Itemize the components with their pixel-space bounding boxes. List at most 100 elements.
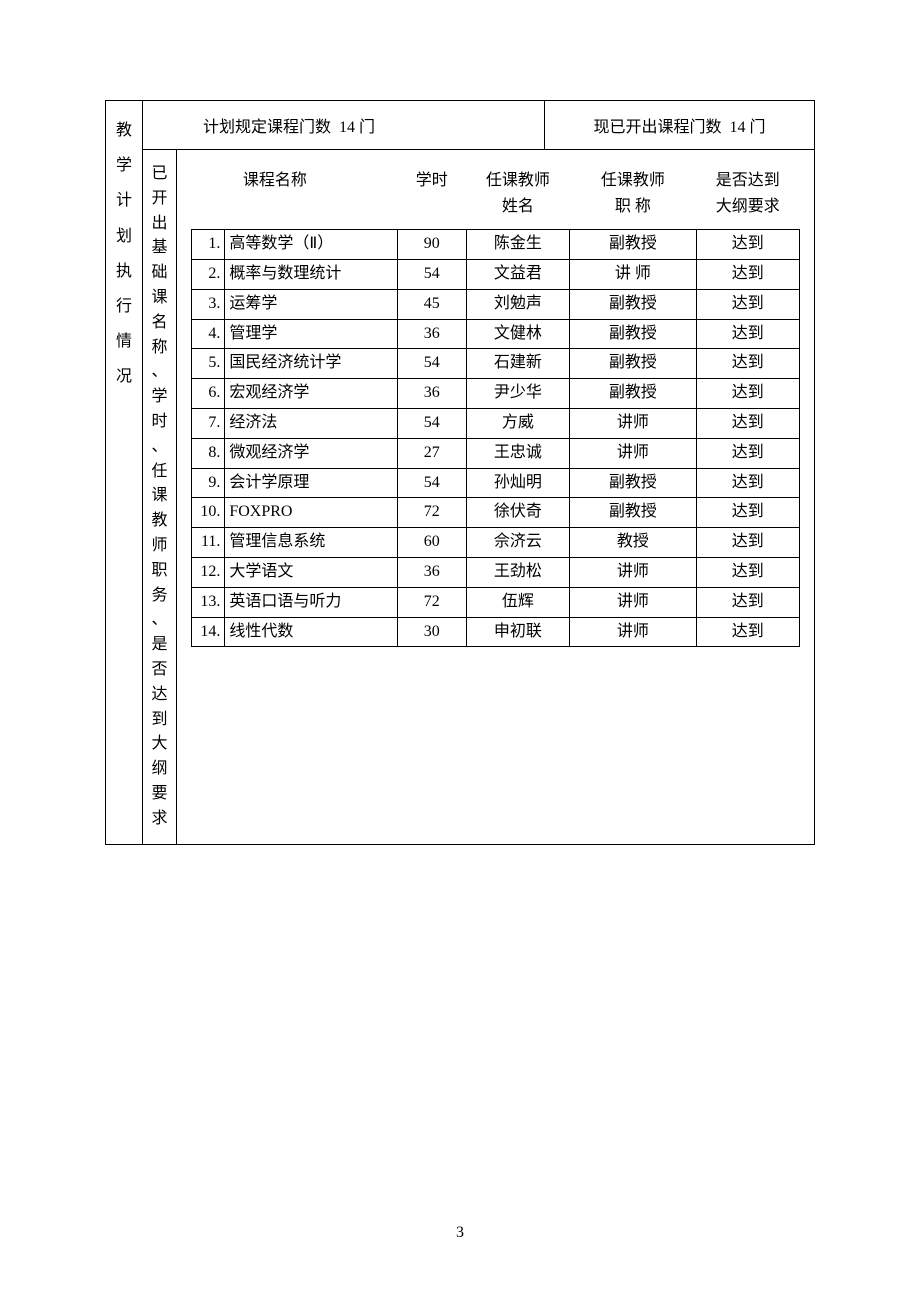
course-title: 讲师 — [570, 438, 696, 468]
course-ok: 达到 — [696, 289, 799, 319]
course-hours: 36 — [397, 557, 466, 587]
course-ok: 达到 — [696, 379, 799, 409]
planned-value: 14 门 — [339, 119, 375, 136]
course-title: 副教授 — [570, 319, 696, 349]
course-ok: 达到 — [696, 438, 799, 468]
course-ok: 达到 — [696, 617, 799, 647]
table-row: 6.宏观经济学36尹少华副教授达到 — [192, 379, 800, 409]
course-index: 6. — [192, 379, 225, 409]
course-name: 国民经济统计学 — [225, 349, 397, 379]
course-hours: 54 — [397, 349, 466, 379]
course-teacher: 佘济云 — [466, 528, 569, 558]
course-index: 10. — [192, 498, 225, 528]
main-table: 教学计划执行情况 计划规定课程门数 14 门 现已开出课程门数 14 门 已开出… — [105, 100, 815, 845]
course-ok: 达到 — [696, 468, 799, 498]
col-name: 课程名称 — [225, 164, 397, 230]
course-hours: 72 — [397, 587, 466, 617]
table-row: 11.管理信息系统60佘济云教授达到 — [192, 528, 800, 558]
course-hours: 45 — [397, 289, 466, 319]
course-name: 高等数学（Ⅱ） — [225, 230, 397, 260]
course-ok: 达到 — [696, 230, 799, 260]
course-title: 讲 师 — [570, 259, 696, 289]
course-teacher: 王忠诚 — [466, 438, 569, 468]
course-hours: 36 — [397, 379, 466, 409]
course-title: 副教授 — [570, 289, 696, 319]
course-ok: 达到 — [696, 587, 799, 617]
table-row: 3.运筹学45刘勉声副教授达到 — [192, 289, 800, 319]
course-content: 课程名称 学时 任课教师姓名 任课教师职 称 是否达到大纲要求 1.高等数学（Ⅱ… — [177, 150, 815, 845]
course-title: 讲师 — [570, 557, 696, 587]
course-index: 7. — [192, 408, 225, 438]
course-teacher: 徐伏奇 — [466, 498, 569, 528]
course-index: 4. — [192, 319, 225, 349]
course-name: 概率与数理统计 — [225, 259, 397, 289]
course-title: 教授 — [570, 528, 696, 558]
course-name: 运筹学 — [225, 289, 397, 319]
course-index: 2. — [192, 259, 225, 289]
opened-label: 现已开出课程门数 — [593, 119, 721, 136]
header-planned: 计划规定课程门数 14 门 — [143, 101, 545, 150]
col-teacher: 任课教师姓名 — [466, 164, 569, 230]
table-row: 14.线性代数30申初联讲师达到 — [192, 617, 800, 647]
course-table: 课程名称 学时 任课教师姓名 任课教师职 称 是否达到大纲要求 1.高等数学（Ⅱ… — [191, 164, 800, 647]
course-name: 管理学 — [225, 319, 397, 349]
col-ok: 是否达到大纲要求 — [696, 164, 799, 230]
course-teacher: 陈金生 — [466, 230, 569, 260]
course-name: FOXPRO — [225, 498, 397, 528]
outer-vertical-label: 教学计划执行情况 — [106, 101, 143, 845]
table-row: 12.大学语文36王劲松讲师达到 — [192, 557, 800, 587]
table-row: 10.FOXPRO72徐伏奇副教授达到 — [192, 498, 800, 528]
course-hours: 27 — [397, 438, 466, 468]
course-title: 讲师 — [570, 587, 696, 617]
col-title: 任课教师职 称 — [570, 164, 696, 230]
course-index: 12. — [192, 557, 225, 587]
course-title: 副教授 — [570, 498, 696, 528]
course-hours: 54 — [397, 408, 466, 438]
page-number: 3 — [0, 1224, 920, 1242]
inner-vertical-label: 已开出基础课名称、学时、任课教师职务、是否达到大纲要求 — [143, 150, 177, 845]
course-name: 宏观经济学 — [225, 379, 397, 409]
course-index: 5. — [192, 349, 225, 379]
course-hours: 60 — [397, 528, 466, 558]
table-row: 4.管理学36文健林副教授达到 — [192, 319, 800, 349]
course-title: 讲师 — [570, 408, 696, 438]
course-teacher: 孙灿明 — [466, 468, 569, 498]
course-title: 讲师 — [570, 617, 696, 647]
course-teacher: 石建新 — [466, 349, 569, 379]
table-row: 1.高等数学（Ⅱ）90陈金生副教授达到 — [192, 230, 800, 260]
course-hours: 90 — [397, 230, 466, 260]
course-name: 英语口语与听力 — [225, 587, 397, 617]
table-row: 9.会计学原理54孙灿明副教授达到 — [192, 468, 800, 498]
col-hours: 学时 — [397, 164, 466, 230]
course-ok: 达到 — [696, 319, 799, 349]
course-ok: 达到 — [696, 408, 799, 438]
course-name: 管理信息系统 — [225, 528, 397, 558]
course-ok: 达到 — [696, 259, 799, 289]
course-name: 大学语文 — [225, 557, 397, 587]
course-name: 微观经济学 — [225, 438, 397, 468]
course-ok: 达到 — [696, 528, 799, 558]
planned-label: 计划规定课程门数 — [203, 119, 331, 136]
course-index: 8. — [192, 438, 225, 468]
course-index: 3. — [192, 289, 225, 319]
course-ok: 达到 — [696, 349, 799, 379]
course-teacher: 申初联 — [466, 617, 569, 647]
course-teacher: 方威 — [466, 408, 569, 438]
course-title: 副教授 — [570, 379, 696, 409]
course-hours: 36 — [397, 319, 466, 349]
course-index: 1. — [192, 230, 225, 260]
course-name: 会计学原理 — [225, 468, 397, 498]
course-teacher: 王劲松 — [466, 557, 569, 587]
course-hours: 54 — [397, 468, 466, 498]
course-index: 9. — [192, 468, 225, 498]
course-index: 11. — [192, 528, 225, 558]
table-row: 5.国民经济统计学54石建新副教授达到 — [192, 349, 800, 379]
course-teacher: 文健林 — [466, 319, 569, 349]
table-row: 8.微观经济学27王忠诚讲师达到 — [192, 438, 800, 468]
table-row: 7.经济法54方威讲师达到 — [192, 408, 800, 438]
course-index: 13. — [192, 587, 225, 617]
course-title: 副教授 — [570, 468, 696, 498]
course-teacher: 伍辉 — [466, 587, 569, 617]
course-teacher: 刘勉声 — [466, 289, 569, 319]
course-ok: 达到 — [696, 498, 799, 528]
